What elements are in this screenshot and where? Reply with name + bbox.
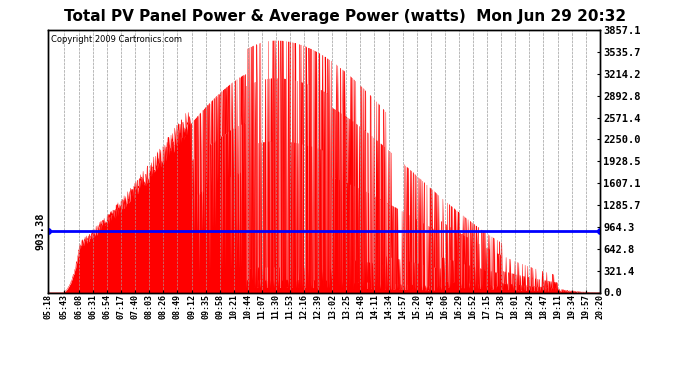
Text: Total PV Panel Power & Average Power (watts)  Mon Jun 29 20:32: Total PV Panel Power & Average Power (wa…: [64, 9, 626, 24]
Text: Copyright 2009 Cartronics.com: Copyright 2009 Cartronics.com: [51, 35, 182, 44]
